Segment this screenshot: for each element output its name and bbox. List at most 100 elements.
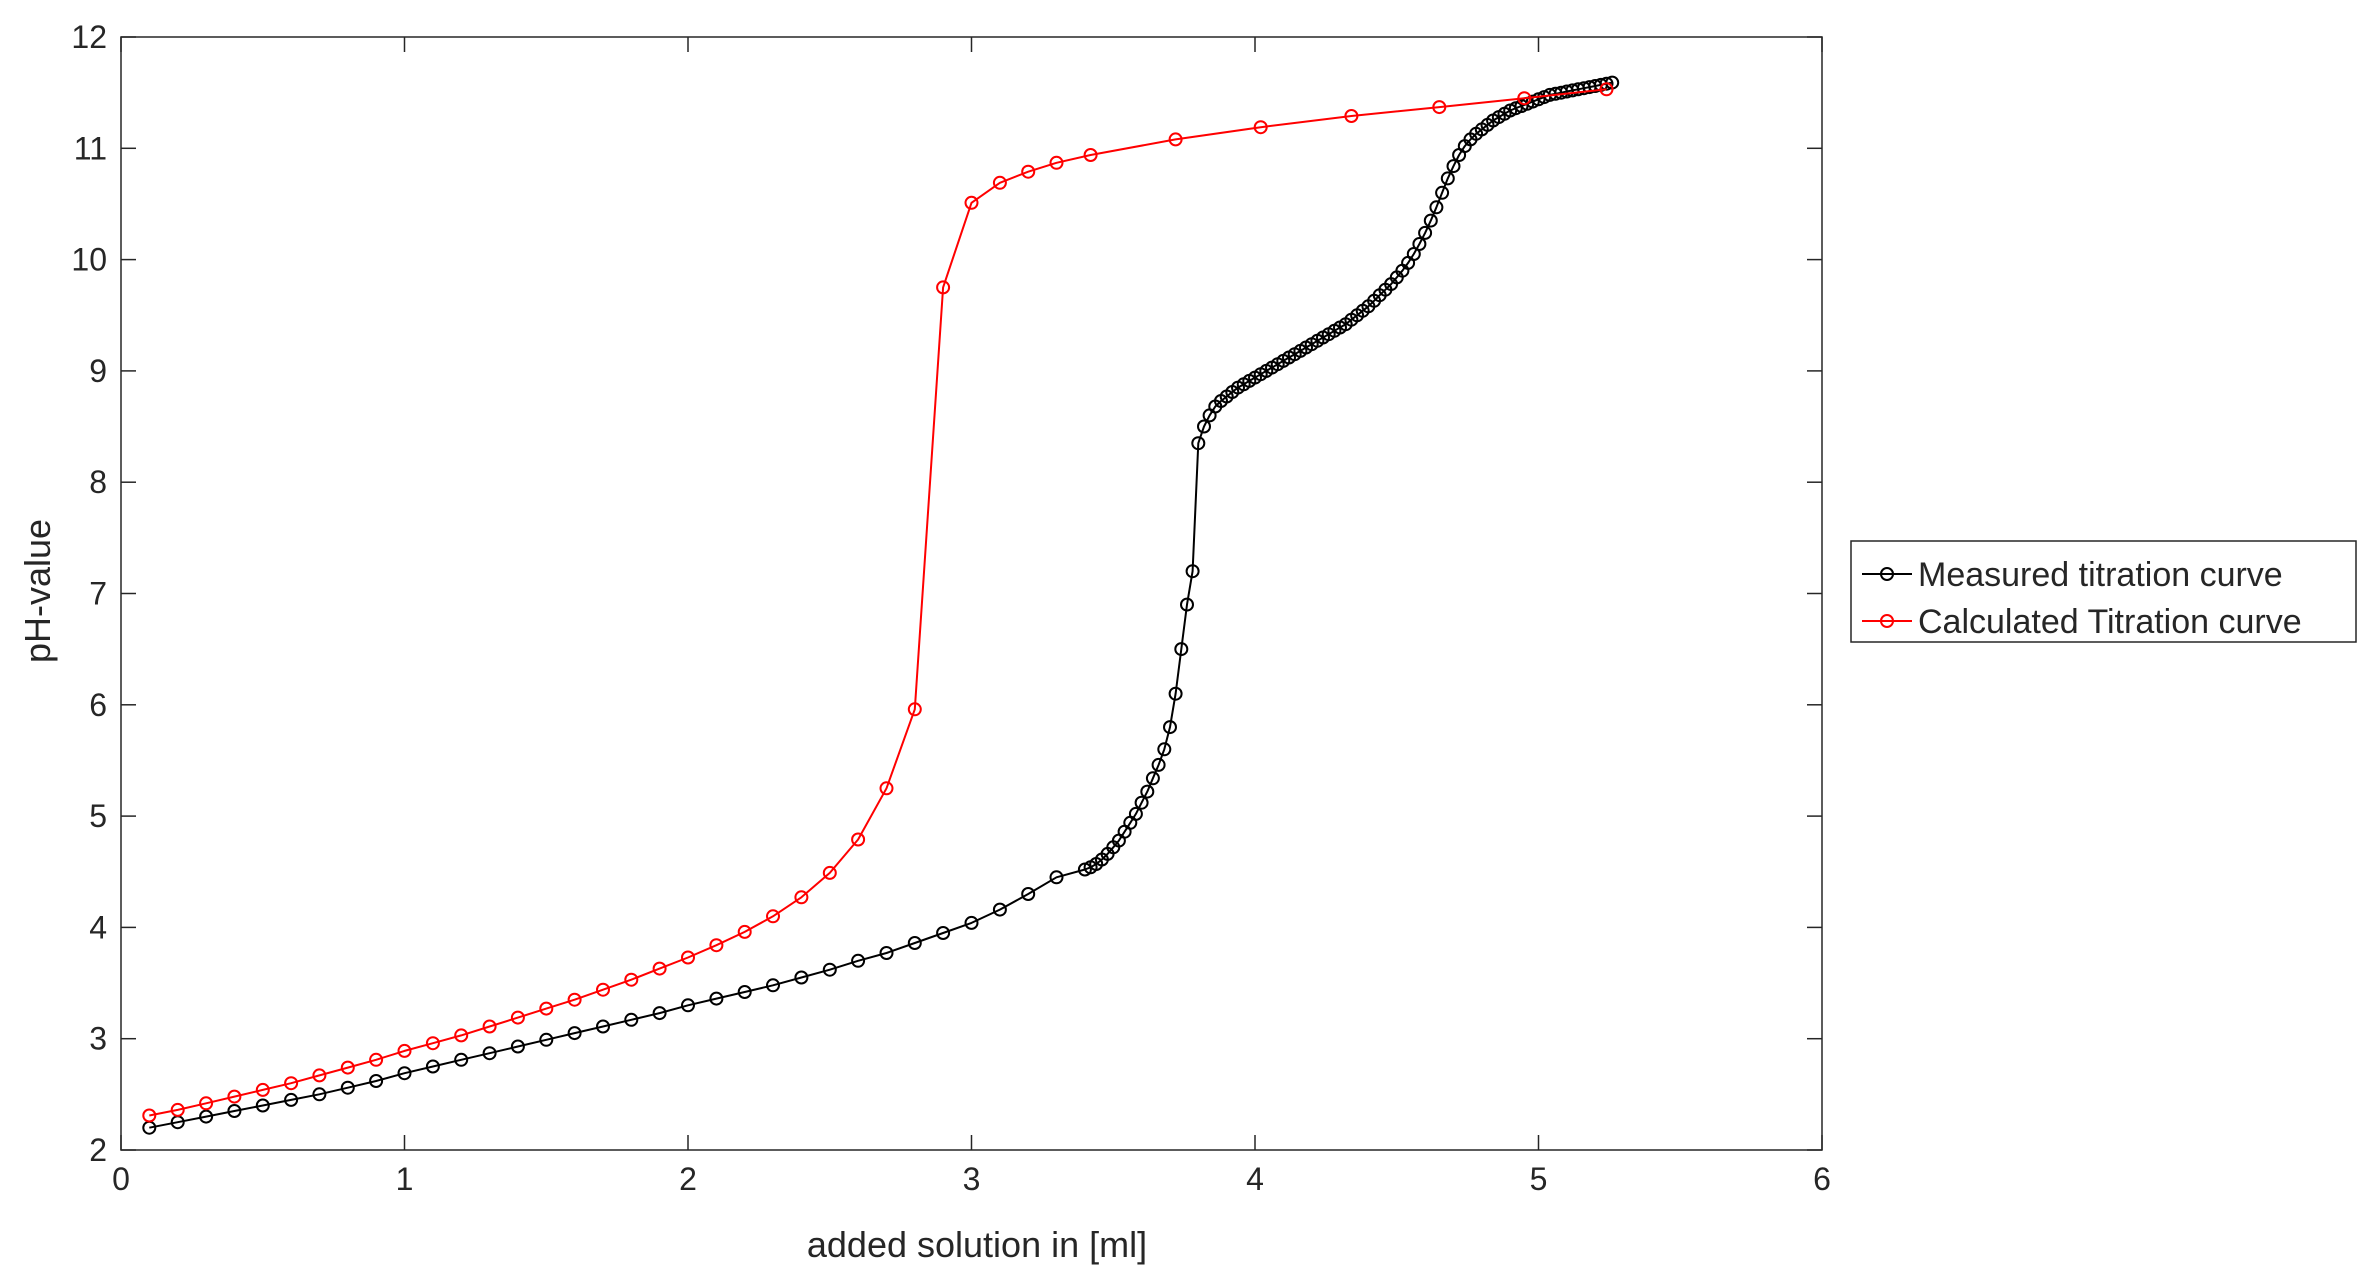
legend-box — [1850, 540, 2357, 643]
series-0-point — [1049, 870, 1064, 885]
series-0-point — [936, 926, 951, 940]
series-0-point — [510, 1039, 525, 1054]
y-tick-label: 8 — [89, 464, 107, 500]
series-0-point — [596, 1019, 610, 1034]
series-1-point — [510, 1010, 525, 1025]
series-1-point — [681, 950, 695, 965]
series-1-point — [567, 992, 582, 1007]
series-1-point — [936, 280, 951, 295]
series-1-point — [142, 1108, 157, 1123]
series-1-point — [851, 832, 866, 847]
series-1-point — [227, 1089, 242, 1104]
series-1-point — [340, 1060, 355, 1075]
series-1-point — [1083, 148, 1098, 162]
series-0-point — [1163, 720, 1177, 735]
legend-marker-calculated — [1880, 614, 1894, 628]
series-0-point — [1168, 686, 1183, 701]
y-tick-label: 7 — [89, 576, 107, 612]
series-1-point — [652, 961, 667, 976]
series-0-point — [822, 962, 837, 977]
series-1-point — [482, 1019, 497, 1034]
series-1-point — [454, 1028, 469, 1043]
series-1-point — [596, 982, 610, 997]
series-0-point — [1021, 887, 1036, 901]
y-tick-label: 4 — [89, 909, 107, 945]
series-1-point — [284, 1076, 299, 1091]
series-0-point — [397, 1066, 412, 1081]
y-tick-label: 3 — [89, 1021, 107, 1057]
series-0-point — [1423, 213, 1438, 228]
series-1-point — [1432, 100, 1447, 115]
series-0-point — [199, 1109, 214, 1124]
series-0-point — [369, 1074, 384, 1088]
legend: Measured titration curve Calculated Titr… — [1850, 540, 2357, 643]
series-0-point — [539, 1032, 554, 1047]
series-1-point — [1021, 164, 1036, 179]
series-0-point — [567, 1026, 582, 1041]
series-1-point — [312, 1068, 327, 1083]
plot-layer — [142, 75, 1620, 1135]
series-0-point — [1134, 795, 1149, 810]
series-0-point — [1157, 742, 1172, 757]
series-0-point — [1418, 225, 1433, 240]
y-axis-title: pH-value — [17, 519, 58, 663]
x-tick-label: 3 — [963, 1161, 981, 1197]
series-1-point — [1049, 155, 1064, 170]
series-0-point — [1140, 784, 1155, 799]
y-tick-label: 6 — [89, 687, 107, 723]
series-0-point — [1440, 171, 1455, 186]
series-0-point — [482, 1046, 497, 1061]
series-0-point — [766, 978, 780, 993]
series-1-point — [1253, 120, 1268, 135]
y-tick-label: 12 — [71, 19, 107, 55]
series-0-point — [1180, 597, 1194, 612]
x-tick-label: 5 — [1530, 1161, 1548, 1197]
series-0-point — [425, 1059, 440, 1074]
y-tick-label: 10 — [71, 242, 107, 278]
series-0-point — [652, 1006, 667, 1021]
series-0-point — [1412, 237, 1427, 251]
series-1-point — [199, 1096, 214, 1111]
y-tick-label: 2 — [89, 1132, 107, 1168]
series-0-point — [907, 936, 922, 950]
series-line-1 — [149, 88, 1607, 1117]
series-0-point — [312, 1087, 327, 1102]
series-1-point — [539, 1001, 554, 1016]
series-0-point — [1185, 564, 1200, 579]
series-1-point — [1344, 109, 1359, 123]
series-0-point — [879, 946, 894, 960]
series-0-point — [624, 1012, 639, 1027]
legend-label-measured: Measured titration curve — [1918, 556, 2283, 594]
series-0-point — [255, 1098, 270, 1113]
series-1-point — [255, 1082, 270, 1097]
series-0-point — [1429, 200, 1444, 215]
series-1-point — [170, 1102, 185, 1117]
series-1-point — [1168, 132, 1183, 147]
series-1-point — [425, 1036, 440, 1051]
series-0-point — [227, 1104, 242, 1118]
series-1-point — [766, 909, 780, 924]
series-0-point — [340, 1080, 355, 1095]
series-1-point — [964, 195, 979, 210]
series-0-point — [964, 915, 979, 930]
series-1-point — [369, 1052, 384, 1067]
series-0-point — [737, 985, 752, 999]
x-tick-label: 6 — [1813, 1161, 1831, 1197]
y-tick-label: 9 — [89, 353, 107, 389]
series-0-point — [1174, 642, 1189, 657]
x-tick-label: 4 — [1246, 1161, 1264, 1197]
series-0-point — [681, 998, 695, 1013]
series-0-point — [1128, 806, 1143, 821]
series-0-point — [1197, 419, 1211, 434]
x-tick-label: 1 — [396, 1161, 414, 1197]
series-1-point — [879, 781, 894, 796]
series-0-point — [1435, 185, 1450, 200]
series-1-point — [709, 938, 724, 953]
series-1-point — [397, 1043, 412, 1058]
legend-marker-measured — [1880, 567, 1894, 581]
y-tick-label: 5 — [89, 798, 107, 834]
y-tick-label: 11 — [74, 130, 107, 166]
